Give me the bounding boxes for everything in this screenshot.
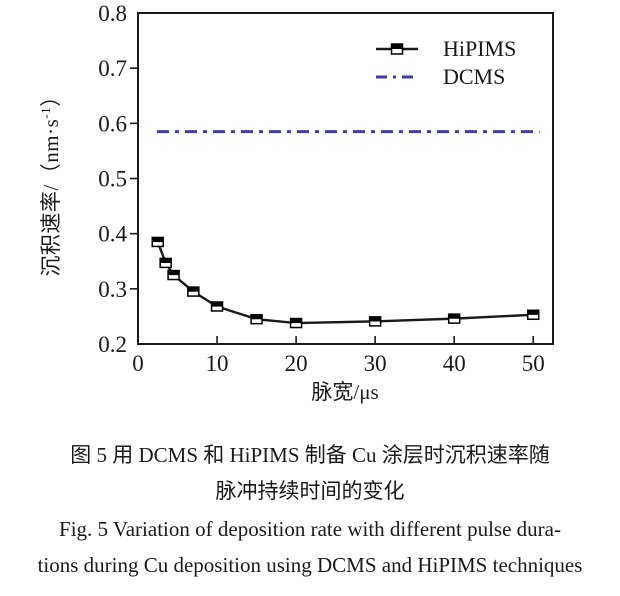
y-tick-label: 0.4 (98, 222, 127, 247)
y-tick-label: 0.5 (98, 167, 127, 192)
hipims-marker-top-half (290, 318, 302, 324)
hipims-marker-top-half (251, 314, 263, 320)
y-tick-label: 0.8 (98, 1, 127, 26)
hipims-marker-top-half (160, 258, 172, 264)
y-axis-label-text: 沉积速率/（nm·s (39, 118, 63, 277)
caption-chinese-line1: 图 5 用 DCMS 和 HiPIMS 制备 Cu 涂层时沉积速率随 (70, 443, 550, 467)
hipims-line-sample-icon (376, 42, 418, 56)
x-tick-label: 0 (132, 351, 144, 376)
x-tick-label: 30 (364, 351, 387, 376)
hipims-marker-top-half (168, 270, 180, 276)
x-tick-label: 10 (206, 351, 229, 376)
hipims-marker-top-half (369, 316, 381, 322)
caption-english-line2: tions during Cu deposition using DCMS an… (37, 553, 583, 577)
y-axis-label: 沉积速率/（nm·s-1） (35, 85, 65, 276)
legend-label-hipims: HiPIMS (443, 36, 517, 61)
y-tick-label: 0.3 (98, 277, 127, 302)
caption-english-line1: Fig. 5 Variation of deposition rate with… (59, 517, 561, 541)
x-tick-label: 50 (522, 351, 545, 376)
x-tick-label: 20 (285, 351, 308, 376)
hipims-line (156, 241, 534, 325)
legend: HiPIMS DCMS (376, 35, 516, 91)
hipims-marker-top-half (448, 314, 460, 319)
y-tick-label: 0.2 (98, 332, 127, 357)
x-tick-label: 40 (443, 351, 466, 376)
legend-item-hipims: HiPIMS (376, 35, 516, 63)
y-tick-label: 0.6 (98, 111, 127, 136)
y-axis-label-superscript: -1 (38, 106, 53, 119)
y-tick-label: 0.7 (98, 56, 127, 81)
legend-label-dcms: DCMS (443, 64, 506, 89)
hipims-marker-top-half (152, 237, 164, 243)
hipims-marker-top-half (527, 310, 539, 315)
chart: 0 10 20 30 40 50 0.2 0.3 0.4 0.5 0.6 0.7 0.8 (98, 1, 554, 376)
dcms-line-sample-icon (376, 70, 418, 84)
legend-item-dcms: DCMS (376, 63, 516, 91)
caption-chinese-line2: 脉冲持续时间的变化 (215, 479, 405, 503)
hipims-marker-top-half (187, 287, 199, 292)
hipims-marker-top-half (211, 301, 223, 307)
x-axis-label: 脉宽/μs (311, 380, 379, 404)
y-axis-label-close: ） (39, 85, 63, 107)
